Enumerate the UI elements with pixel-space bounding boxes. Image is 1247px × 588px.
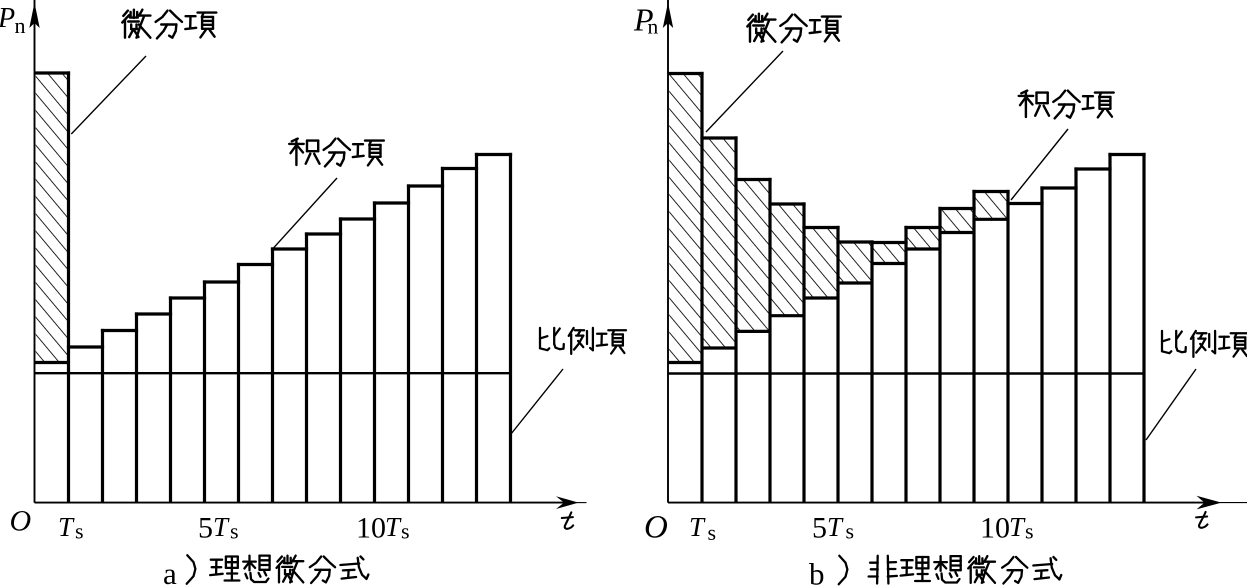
svg-text:T: T <box>827 512 844 542</box>
svg-text:T: T <box>385 512 402 542</box>
svg-text:10: 10 <box>980 512 1010 545</box>
svg-text:s: s <box>230 519 239 544</box>
svg-text:10: 10 <box>356 512 386 545</box>
svg-text:s: s <box>846 519 855 544</box>
svg-text:5: 5 <box>812 512 827 545</box>
svg-text:5: 5 <box>198 512 213 545</box>
svg-text:P: P <box>633 2 654 38</box>
svg-text:O: O <box>10 505 32 538</box>
svg-text:s: s <box>401 519 410 544</box>
svg-text:O: O <box>644 510 668 546</box>
svg-text:s: s <box>75 519 84 544</box>
svg-text:s: s <box>708 520 717 545</box>
svg-text:n: n <box>15 13 26 38</box>
svg-text:b: b <box>809 557 825 588</box>
svg-text:T: T <box>689 512 706 542</box>
svg-text:n: n <box>648 15 659 39</box>
svg-text:T: T <box>213 512 230 542</box>
svg-text:P: P <box>0 3 15 34</box>
svg-text:a: a <box>163 556 177 588</box>
svg-text:T: T <box>1009 512 1026 542</box>
svg-text:s: s <box>1025 519 1034 544</box>
svg-text:T: T <box>58 512 75 542</box>
